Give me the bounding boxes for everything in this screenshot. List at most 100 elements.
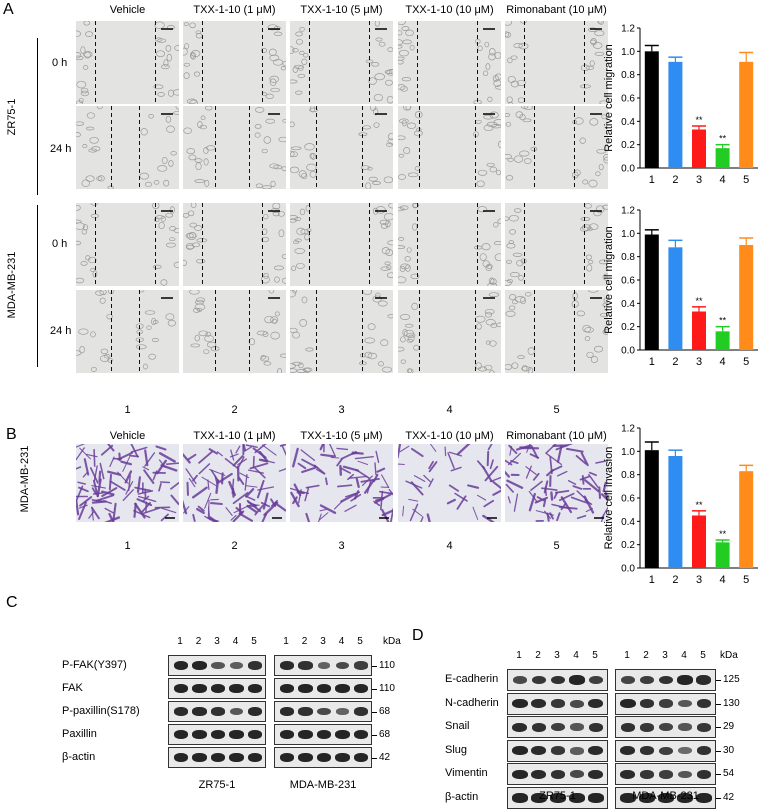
blot-strip [274,747,372,768]
lane-number: 5 [505,540,608,552]
bar [692,516,706,569]
blot-strip [615,693,716,715]
x-tick-label: 2 [672,174,678,186]
blot-band [336,662,350,670]
blot-band [317,708,331,716]
x-tick-label: 4 [720,356,726,368]
blot-band [589,723,604,732]
significance-mark: ** [719,316,727,326]
blot-lane-number: 5 [248,636,260,647]
y-tick-label: 1.2 [621,424,635,435]
blot-band [354,730,369,739]
blot-band [192,661,207,670]
blot-band [336,708,349,715]
blot-strip [615,669,716,691]
blot-band [531,699,546,708]
y-tick-label: 1.2 [621,24,635,35]
lane-number: 2 [183,540,286,552]
bar [645,450,659,568]
blot-band [211,730,226,739]
blot-band [551,770,566,779]
x-tick-label: 4 [720,574,726,586]
blot-band [569,675,584,684]
kda-tick [372,758,377,759]
blot-lane-number: 3 [551,650,563,661]
y-tick-label: 0.2 [621,140,635,151]
blot-band [354,684,369,693]
migration-micrograph [398,290,501,373]
y-tick-label: 0.2 [621,322,635,333]
blot-band [621,676,635,684]
y-axis-label: Relative cell invasion [603,447,615,550]
x-tick-label: 1 [649,574,655,586]
lane-number: 2 [183,404,286,416]
blot-band [659,770,673,779]
blot-group-label: MDA-MB-231 [264,779,382,791]
blot-band [640,676,654,685]
blot-band [298,753,313,762]
bar [739,62,753,168]
x-tick-label: 5 [743,574,749,586]
blot-band [335,684,350,693]
blot-lane-number: 2 [532,650,544,661]
kda-tick [716,774,721,775]
blot-band [229,684,244,693]
kda-value: 30 [723,745,734,756]
blot-lane-number: 4 [570,650,582,661]
kda-tick [372,666,377,667]
migration-micrograph [505,290,608,373]
migration-micrograph [290,106,393,189]
blot-strip [507,693,608,715]
y-tick-label: 1.0 [621,229,635,240]
migration-micrograph [183,203,286,286]
treatment-header: TXX-1-10 (1 μM) [173,4,296,16]
bar [668,456,682,568]
blot-band [354,707,368,715]
blot-band [229,730,244,739]
protein-label: P-FAK(Y397) [62,659,127,671]
blot-lane-number: 1 [513,650,525,661]
timepoint-label-zr-0h: 0 h [52,57,67,69]
blot-band [211,662,224,669]
blot-band [174,684,189,693]
lane-number: 3 [290,540,393,552]
y-tick-label: 0.6 [621,94,635,105]
bar [692,312,706,351]
y-axis-label: Relative cell migration [603,226,615,334]
blot-band [588,699,603,708]
cell-line-label-b: MDA-MB-231 [19,439,33,519]
blot-strip [168,655,266,676]
blot-strip [168,678,266,699]
kda-tick [716,680,721,681]
blot-band [248,753,263,762]
protein-label: Snail [445,720,469,732]
treatment-header: Rimonabant (10 μM) [495,4,618,16]
y-tick-label: 0.0 [621,346,635,357]
blot-band [174,753,189,762]
migration-micrograph [76,106,179,189]
lane-number: 1 [76,540,179,552]
blot-band [640,746,655,755]
y-tick-label: 0.4 [621,299,635,310]
blot-band [280,730,295,739]
blot-band [230,708,243,715]
blot-band [588,746,603,755]
blot-band [659,676,674,685]
y-tick-label: 0.6 [621,494,635,505]
blot-strip [274,655,372,676]
panel-label-d: D [412,627,424,645]
blot-band [512,723,527,732]
blot-band [697,723,712,732]
bar [668,247,682,350]
blot-band [211,684,226,693]
blot-band [512,770,527,779]
bar [716,148,730,168]
kda-value: 54 [723,768,734,779]
x-tick-label: 5 [743,356,749,368]
kda-tick [372,712,377,713]
kda-header: kDa [383,636,401,647]
kda-value: 68 [379,706,390,717]
blot-band [317,730,332,739]
